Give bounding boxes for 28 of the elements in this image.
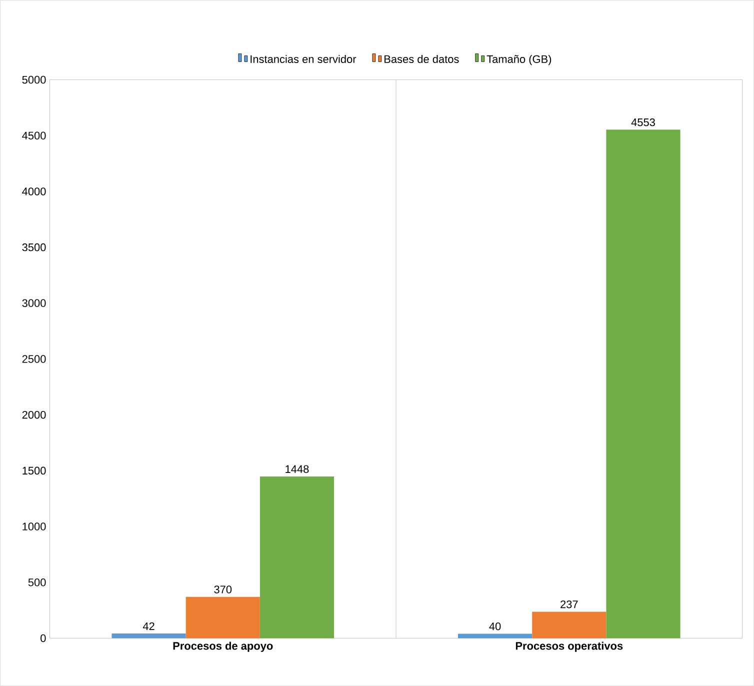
bar <box>606 130 680 638</box>
data-label: 4553 <box>631 118 655 126</box>
y-tick-label: 1000 <box>22 522 46 530</box>
bar <box>532 612 606 638</box>
y-tick-label: 2000 <box>22 410 46 419</box>
x-tick-label: Procesos operativos <box>516 642 623 652</box>
data-label: 237 <box>560 600 578 608</box>
legend-label: Instancias en servidor <box>250 54 356 64</box>
y-tick-label: 2500 <box>22 355 46 363</box>
legend-label: Tamaño (GB) <box>486 54 552 66</box>
data-label: 40 <box>489 622 501 630</box>
bar <box>458 634 532 638</box>
legend-label: Bases de datos <box>384 54 459 64</box>
y-tick-label: 3500 <box>22 243 46 252</box>
y-tick-label: 3000 <box>22 299 46 308</box>
bar <box>260 476 334 638</box>
bar <box>112 634 186 638</box>
y-tick-label: 4000 <box>22 188 46 196</box>
y-tick-label: 500 <box>28 578 46 586</box>
data-label: 370 <box>214 586 232 594</box>
y-tick-label: 4500 <box>22 132 46 140</box>
y-tick-label: 0 <box>40 634 46 642</box>
data-label: 1448 <box>286 465 309 473</box>
y-tick-label: 5000 <box>22 76 46 84</box>
data-label: 42 <box>142 622 154 630</box>
y-tick-label: 1500 <box>22 466 46 475</box>
x-tick-label: Procesos de apoyo <box>173 642 273 652</box>
bar <box>186 596 260 638</box>
